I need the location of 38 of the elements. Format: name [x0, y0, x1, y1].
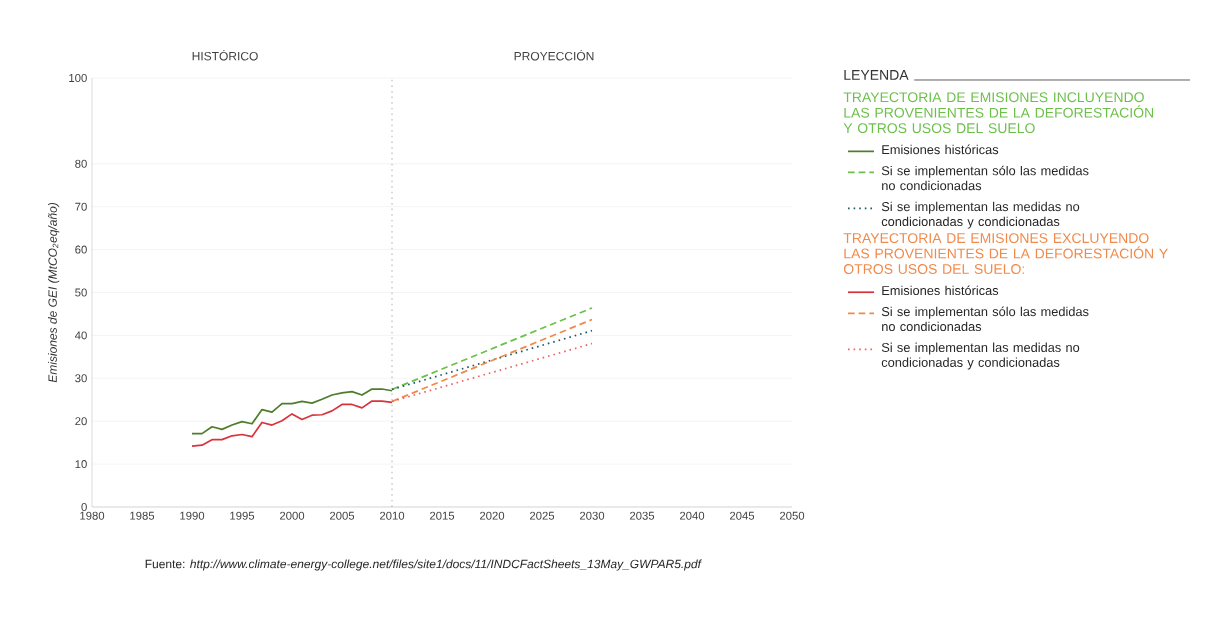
legend-label: Si se implementan las medidas no condicionadas y condicionadas [881, 201, 1080, 229]
x-tick-label: 2025 [529, 511, 555, 520]
x-tick-label: 2010 [379, 511, 405, 520]
x-tick-label: 2035 [629, 511, 655, 520]
legend-label: Si se implementan las medidas no condicionadas y condicionadas [881, 342, 1080, 370]
y-tick-label: 60 [75, 245, 87, 254]
legend-label: Si se implementan sólo las medidas no condicionadas [881, 165, 1089, 191]
x-tick-label: 2030 [579, 511, 605, 520]
y-tick-label: 100 [69, 73, 87, 82]
y-tick-label: 0 [81, 502, 87, 511]
legend-title: LEYENDA [844, 70, 909, 80]
text: PROYECCIÓN [514, 49, 594, 61]
x-tick-label: 2000 [279, 511, 305, 520]
y-tick-label: 40 [74, 331, 87, 340]
x-tick-label: 2005 [329, 511, 355, 520]
y-tick-label: 10 [75, 460, 87, 469]
x-tick-label: 1980 [80, 511, 105, 520]
text: HISTÓRICO [192, 49, 258, 61]
x-tick-label: 1995 [230, 511, 255, 520]
y-tick-label: 80 [75, 159, 87, 168]
x-tick-label: 2020 [479, 511, 505, 520]
y-tick-label: 30 [75, 374, 87, 383]
x-tick-label: 2040 [679, 511, 705, 520]
text: TRAYECTORIA DE EMISIONES EXCLUYENDO LAS PROVENIENTES DE LA DEFORESTACIÓN Y OTROS USOS DEL SUELO: [843, 233, 1168, 274]
x-tick-label: 2050 [779, 511, 805, 520]
x-tick-label: 2015 [429, 511, 455, 520]
x-tick-label: 2045 [729, 511, 755, 520]
y-tick-label: 70 [75, 202, 87, 211]
y-tick-label: 50 [75, 288, 87, 297]
source-note: Fuente: http://www.climate-energy-college.net/files/site1/docs/11/INDCFactSheets_13May_GWPAR5.pdf [145, 559, 702, 571]
y-axis-title: Emisiones de GEI (MtCO$_{2}$eq/año) [48, 202, 60, 383]
y-tick-label: 20 [75, 417, 87, 426]
legend-label: Si se implementan sólo las medidas no condicionadas [881, 306, 1089, 332]
x-tick-label: 1990 [180, 511, 205, 520]
legend-label: Emisiones históricas [882, 285, 999, 296]
text: TRAYECTORIA DE EMISIONES INCLUYENDO LAS PROVENIENTES DE LA DEFORESTACIÓN Y OTROS USOS DEL SUELO [843, 92, 1154, 134]
legend-label: Emisiones históricas [882, 144, 999, 155]
x-tick-label: 1985 [130, 511, 155, 520]
